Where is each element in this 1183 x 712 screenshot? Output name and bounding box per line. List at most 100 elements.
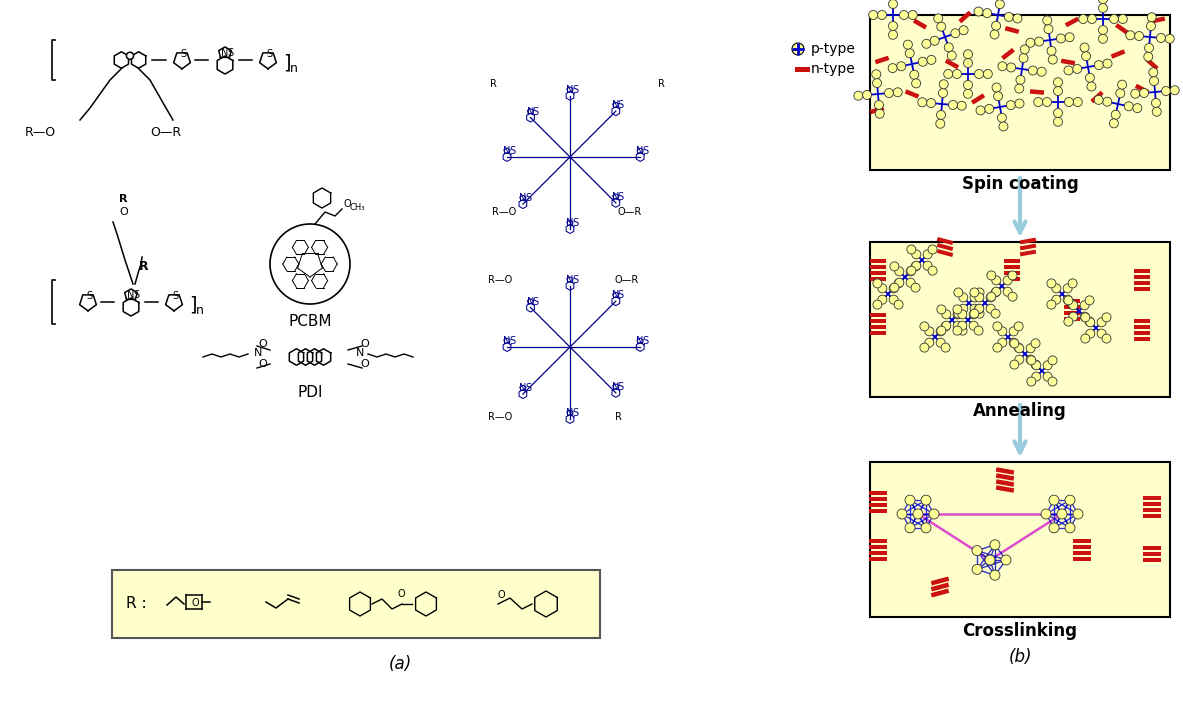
Bar [1134,275,1150,279]
Text: S: S [132,290,140,300]
Circle shape [1003,287,1013,296]
Circle shape [1007,63,1016,72]
Circle shape [1165,34,1175,43]
Circle shape [873,78,881,88]
Text: S: S [573,218,578,229]
Text: S: S [573,408,578,418]
Circle shape [1047,279,1056,288]
Circle shape [944,43,953,52]
Circle shape [906,278,916,287]
Circle shape [1103,334,1111,343]
Circle shape [959,26,968,35]
Circle shape [1111,110,1120,119]
Circle shape [987,304,995,313]
Circle shape [993,322,1002,331]
Circle shape [1152,108,1162,116]
Circle shape [1146,21,1156,31]
Bar [1134,331,1150,335]
Bar [870,15,1170,170]
Circle shape [1087,82,1095,91]
Circle shape [1148,13,1156,22]
Circle shape [888,0,898,9]
Circle shape [1151,98,1161,108]
Text: O: O [258,339,266,349]
Circle shape [1052,284,1061,293]
Circle shape [963,58,972,68]
Circle shape [1056,34,1066,43]
Text: N: N [519,193,526,204]
Circle shape [942,322,950,331]
Bar [870,105,885,115]
Circle shape [1019,53,1028,63]
Circle shape [878,11,886,19]
Circle shape [918,98,926,107]
Text: S: S [573,275,578,285]
Text: PDI: PDI [297,385,323,400]
Text: N: N [612,192,619,202]
Text: CH₃: CH₃ [350,203,366,212]
Bar [905,89,919,99]
Bar [1020,244,1036,251]
Circle shape [899,11,909,19]
Circle shape [1097,329,1106,338]
Circle shape [953,321,962,330]
Circle shape [938,88,948,98]
Circle shape [953,309,963,318]
Bar [1134,287,1150,291]
Circle shape [1139,88,1149,98]
Circle shape [907,245,916,254]
Circle shape [1048,55,1058,64]
Circle shape [949,100,957,110]
Bar [870,462,1170,617]
Text: (a): (a) [388,655,412,673]
Text: Annealing: Annealing [974,402,1067,420]
Text: N: N [526,107,534,117]
Text: (b): (b) [1008,648,1032,666]
Text: O: O [360,339,369,349]
Circle shape [1064,295,1072,304]
Text: O—R: O—R [618,207,642,217]
Text: N: N [356,348,364,358]
Circle shape [897,62,906,70]
Circle shape [958,310,967,319]
Circle shape [1170,85,1179,95]
Circle shape [1026,38,1035,47]
Circle shape [875,109,884,118]
Circle shape [1027,356,1036,365]
Bar [870,539,887,543]
Bar [870,313,886,317]
Text: O: O [360,359,369,369]
Circle shape [1009,327,1019,336]
Circle shape [929,509,939,519]
Circle shape [1081,334,1090,343]
Circle shape [918,57,927,66]
Circle shape [910,70,919,79]
Bar [870,503,887,507]
Circle shape [963,50,972,58]
Circle shape [1133,104,1142,112]
Bar [1073,551,1091,555]
Text: S: S [509,146,515,156]
Bar [937,243,953,251]
Circle shape [987,293,995,302]
Circle shape [1065,98,1073,107]
Text: Crosslinking: Crosslinking [963,622,1078,640]
Circle shape [957,101,967,110]
Circle shape [1043,25,1053,33]
Circle shape [925,327,933,336]
Bar [112,570,600,638]
Circle shape [1103,313,1111,322]
Circle shape [1116,89,1125,98]
Circle shape [905,495,914,505]
Circle shape [923,261,932,271]
Circle shape [920,322,929,331]
Circle shape [1010,339,1019,348]
Bar [1151,16,1165,23]
Circle shape [874,100,884,110]
Circle shape [1081,313,1090,322]
Circle shape [927,266,937,275]
Circle shape [958,321,967,330]
Circle shape [997,327,1007,336]
Circle shape [975,288,984,297]
Bar [1134,84,1149,94]
